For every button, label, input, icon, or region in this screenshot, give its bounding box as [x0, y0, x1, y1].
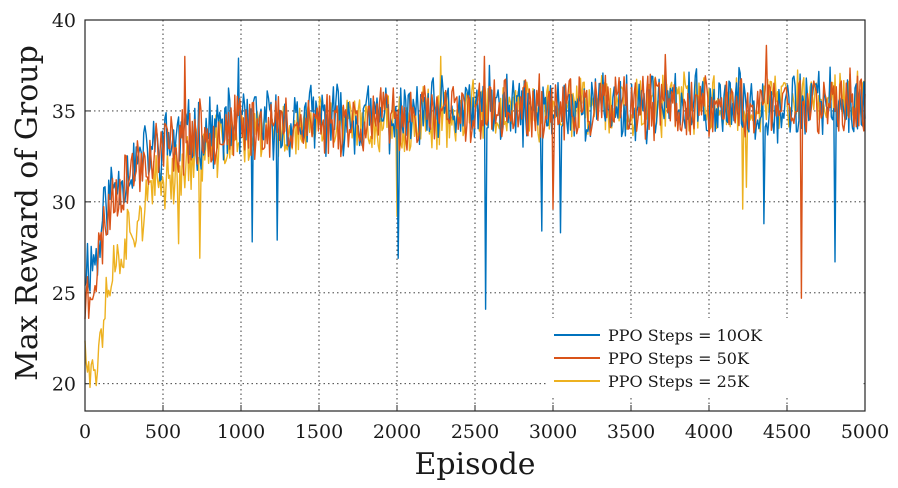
x-tick-label: 3000 — [529, 421, 577, 443]
y-tick-label: 25 — [52, 283, 76, 305]
y-tick-label: 35 — [52, 101, 76, 123]
series-layer — [84, 44, 866, 389]
x-tick-label: 2500 — [451, 421, 499, 443]
legend-label-2: PPO Steps = 25K — [608, 372, 750, 391]
x-tick-label: 4000 — [685, 421, 733, 443]
legend: PPO Steps = 10OK PPO Steps = 50K PPO Steps… — [548, 318, 862, 398]
x-tick-label: 2000 — [373, 421, 421, 443]
y-tick-label: 20 — [52, 374, 76, 396]
x-tick-label: 500 — [145, 421, 181, 443]
y-tick-label: 30 — [52, 192, 76, 214]
x-tick-label: 5000 — [841, 421, 889, 443]
legend-label-0: PPO Steps = 10OK — [608, 326, 763, 345]
x-tick-label: 1000 — [217, 421, 265, 443]
y-tick-label: 40 — [52, 10, 76, 32]
x-tick-labels: 0 500 1000 1500 2000 2500 3000 3500 4000 4500 5000 — [79, 421, 889, 443]
y-tick-labels: 20 25 30 35 40 — [52, 10, 76, 396]
plot-frame — [84, 19, 866, 412]
y-axis-title: Max Reward of Group — [10, 45, 45, 381]
x-tick-label: 4500 — [763, 421, 811, 443]
x-axis-title: Episode — [414, 447, 535, 482]
series-line-1 — [84, 44, 866, 320]
x-tick-label: 3500 — [607, 421, 655, 443]
legend-label-1: PPO Steps = 50K — [608, 349, 750, 368]
x-tick-label: 0 — [79, 421, 91, 443]
legend-box — [548, 318, 862, 398]
x-tick-label: 1500 — [295, 421, 343, 443]
